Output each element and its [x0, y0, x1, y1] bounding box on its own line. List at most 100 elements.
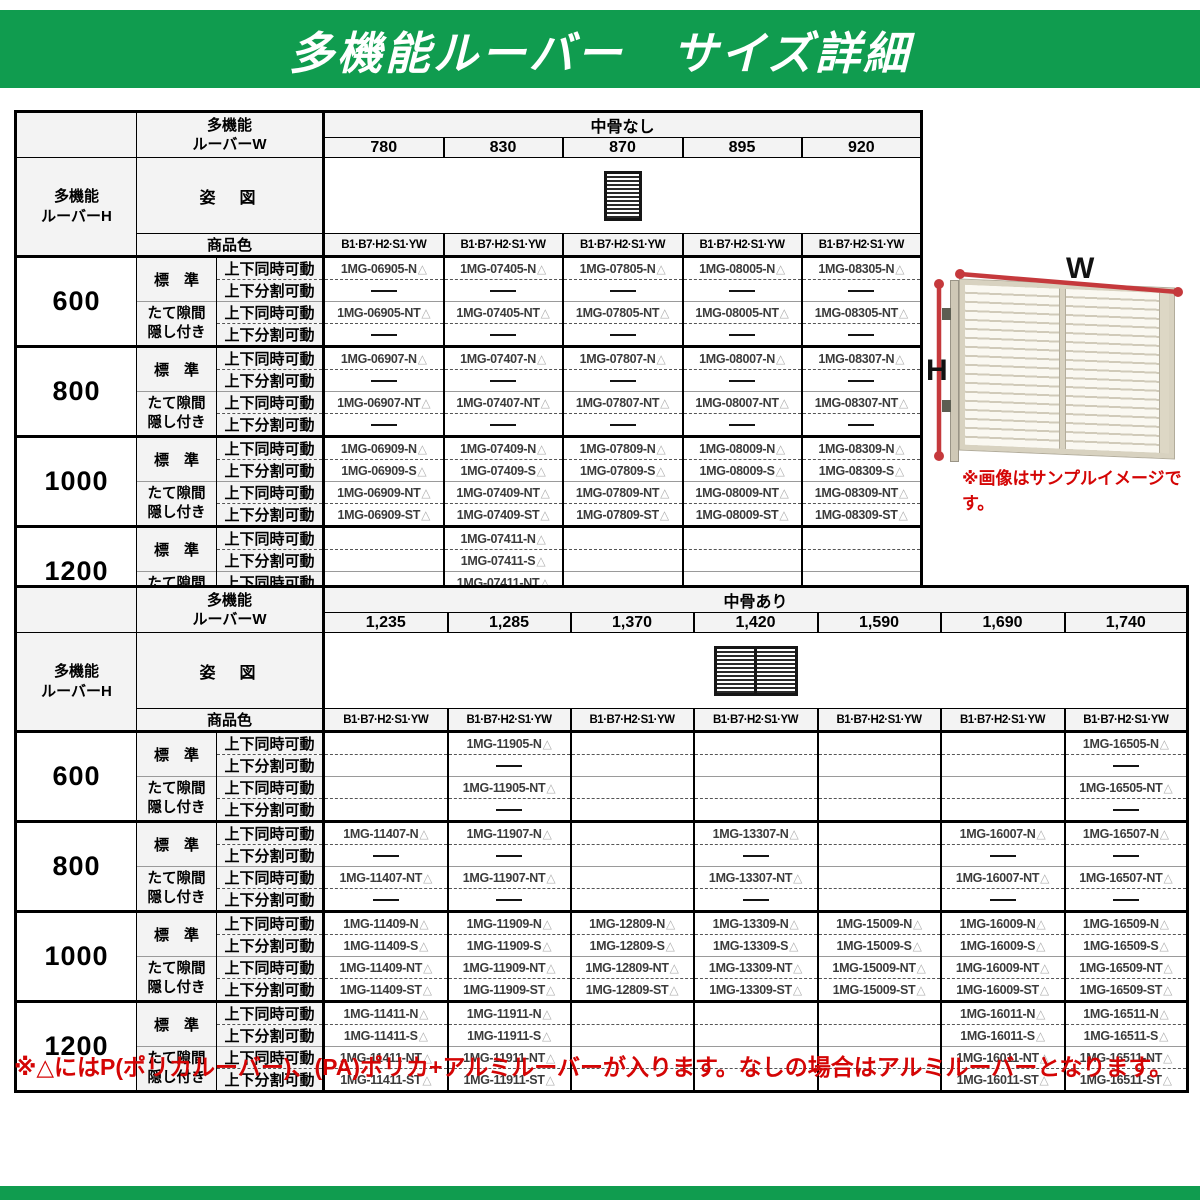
product-code-cell: 1MG-15009-ST△	[816, 978, 941, 1002]
product-code-cell	[692, 1046, 818, 1069]
movement-label: 上下同時可動	[215, 866, 324, 889]
product-code-cell	[692, 798, 818, 822]
product-code-cell	[692, 844, 818, 867]
product-code-cell: 1MG-07405-NT△	[442, 301, 563, 324]
movement-label: 上下分割可動	[215, 934, 324, 957]
product-code-cell	[569, 776, 694, 799]
h-header-line: ルーバーH	[41, 682, 112, 700]
product-code-cell: 1MG-16011-NT△	[939, 1046, 1065, 1069]
figure-cell	[322, 157, 922, 234]
product-code-cell: 1MG-08005-NT△	[681, 301, 802, 324]
product-code-cell	[569, 1024, 694, 1047]
product-code-cell: 1MG-11411-NT△	[322, 1046, 448, 1069]
movement-label: 上下同時可動	[215, 776, 324, 799]
not-available-dash	[848, 380, 875, 383]
not-available-dash	[372, 899, 399, 902]
product-code-cell	[322, 369, 444, 392]
product-code-cell: 1MG-12809-ST△	[569, 978, 694, 1002]
product-code-cell: 1MG-12809-NT△	[569, 956, 694, 979]
product-code-cell	[939, 776, 1065, 799]
color-codes-cell: B1·B7·H2·S1·YW	[939, 708, 1065, 732]
product-code-cell	[322, 549, 444, 572]
type-label-line: 隠し付き	[147, 799, 206, 816]
product-code-cell	[939, 754, 1065, 777]
width-header-cell: 1,235	[322, 612, 448, 633]
product-code-cell	[322, 730, 448, 755]
movement-label: 上下分割可動	[215, 459, 324, 482]
width-header-cell: 1,370	[569, 612, 694, 633]
type-label-line: たて隙間	[147, 960, 206, 977]
product-code-cell	[446, 798, 571, 822]
product-code-cell: 1MG-07805-NT△	[561, 301, 683, 324]
movement-label: 上下分割可動	[215, 369, 324, 392]
type-label-line: たて隙間	[147, 395, 206, 412]
product-code-cell: 1MG-08009-ST△	[681, 503, 802, 527]
product-code-cell	[939, 844, 1065, 867]
w-header-line: 多機能	[207, 591, 253, 609]
not-available-dash	[490, 380, 517, 383]
product-code-cell: 1MG-07411-S△	[442, 549, 563, 572]
product-code-cell: 1MG-06909-N△	[322, 435, 444, 460]
movement-label: 上下同時可動	[215, 730, 324, 755]
product-code-cell	[1063, 754, 1188, 777]
corner-cell	[15, 586, 137, 633]
product-code-cell: 1MG-07411-N△	[442, 525, 563, 550]
product-code-cell: 1MG-13309-NT△	[692, 956, 818, 979]
not-available-dash	[370, 334, 397, 337]
movement-label: 上下同時可動	[215, 345, 324, 370]
movement-label: 上下分割可動	[215, 754, 324, 777]
product-code-cell: 1MG-11409-ST△	[322, 978, 448, 1002]
height-label: 600	[15, 255, 137, 347]
product-code-cell	[569, 730, 694, 755]
not-available-dash	[742, 899, 769, 902]
color-codes-cell: B1·B7·H2·S1·YW	[800, 233, 922, 257]
width-header-cell: 1,420	[692, 612, 818, 633]
product-code-cell	[442, 279, 563, 302]
product-code-cell	[322, 754, 448, 777]
product-code-cell: 1MG-12809-N△	[569, 910, 694, 935]
product-code-cell	[569, 1068, 694, 1092]
type-label-line: 隠し付き	[147, 504, 206, 521]
color-label-cell: 商品色	[135, 708, 324, 732]
type-label-line: たて隙間	[147, 780, 206, 797]
product-code-cell	[816, 866, 941, 889]
product-code-cell: 1MG-11905-N△	[446, 730, 571, 755]
type-label: 標 準	[136, 730, 217, 777]
product-code-cell: 1MG-08307-NT△	[800, 391, 922, 414]
product-code-cell	[1063, 888, 1188, 912]
product-code-cell	[692, 888, 818, 912]
product-code-cell	[322, 888, 448, 912]
product-code-cell: 1MG-11911-NT△	[446, 1046, 571, 1069]
type-label-line: たて隙間	[147, 870, 206, 887]
product-code-cell	[681, 525, 802, 550]
product-code-cell	[692, 1024, 818, 1047]
not-available-dash	[729, 380, 756, 383]
w-header-line: ルーバーW	[192, 611, 267, 628]
product-code-cell	[939, 730, 1065, 755]
product-code-cell: 1MG-06909-NT△	[322, 481, 444, 504]
sample-product-image: W H ※画像はサンプルイメージです。	[922, 250, 1198, 513]
product-code-cell: 1MG-16011-ST△	[939, 1068, 1065, 1092]
product-code-cell: 1MG-06907-NT△	[322, 391, 444, 414]
product-code-cell: 1MG-08007-NT△	[681, 391, 802, 414]
product-code-cell	[569, 866, 694, 889]
color-codes-cell: B1·B7·H2·S1·YW	[561, 233, 683, 257]
type-label-line: 隠し付き	[147, 1069, 206, 1086]
not-available-dash	[372, 855, 399, 858]
movement-label: 上下同時可動	[215, 435, 324, 460]
product-code-cell: 1MG-06909-ST△	[322, 503, 444, 527]
product-code-cell	[322, 798, 448, 822]
product-code-cell: 1MG-11909-N△	[446, 910, 571, 935]
product-code-cell: 1MG-15009-N△	[816, 910, 941, 935]
not-available-dash	[848, 424, 875, 427]
color-codes-cell: B1·B7·H2·S1·YW	[446, 708, 571, 732]
product-code-cell: 1MG-07409-ST△	[442, 503, 563, 527]
type-label: たて隙間隠し付き	[136, 301, 217, 347]
product-code-cell: 1MG-11909-S△	[446, 934, 571, 957]
not-available-dash	[1112, 765, 1139, 768]
h-dimension-label: H	[926, 354, 948, 387]
not-available-dash	[1112, 809, 1139, 812]
color-codes-cell: B1·B7·H2·S1·YW	[569, 708, 694, 732]
product-code-cell: 1MG-08305-N△	[800, 255, 922, 280]
not-available-dash	[490, 290, 517, 293]
